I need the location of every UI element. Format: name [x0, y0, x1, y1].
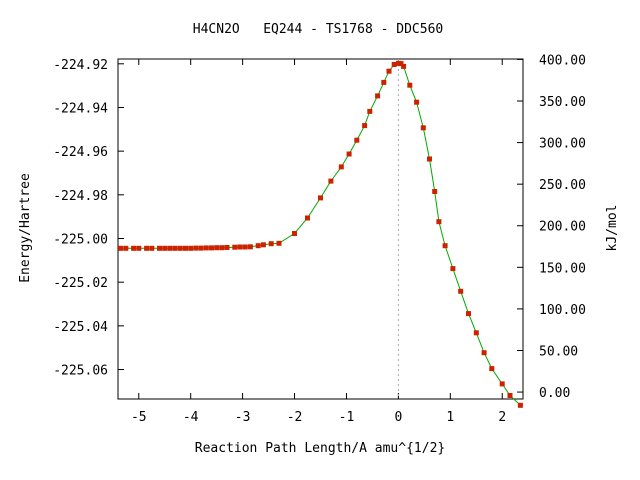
data-point	[381, 79, 387, 85]
y-tick-label: -225.00	[53, 232, 108, 247]
y-axis-ticks: -224.92 -224.94 -224.96 -224.98 -225.00 -225.…	[53, 58, 124, 379]
data-point	[401, 63, 407, 69]
data-point	[427, 156, 432, 162]
data-point	[260, 242, 266, 248]
y2-axis-label: kJ/mol	[605, 205, 620, 252]
y2-tick-label: 150.00	[539, 261, 586, 276]
energy-curve	[120, 62, 521, 406]
data-point	[198, 245, 204, 251]
data-point	[517, 402, 523, 408]
data-point	[489, 366, 495, 372]
data-point	[328, 178, 334, 184]
data-point	[499, 381, 505, 387]
y2-tick-label: 400.00	[539, 53, 586, 68]
data-point	[136, 245, 142, 251]
data-point	[232, 244, 238, 250]
data-point	[338, 164, 344, 170]
data-point	[214, 245, 220, 251]
x-tick-label: 0	[394, 410, 402, 425]
data-point	[375, 93, 381, 99]
data-point	[346, 151, 352, 157]
x-tick-label: -5	[131, 410, 147, 425]
data-point	[209, 245, 214, 251]
y-tick-label: -225.04	[53, 320, 108, 335]
data-point	[149, 245, 155, 251]
data-point	[367, 108, 373, 114]
x-tick-label: 2	[498, 410, 506, 425]
data-point	[177, 245, 183, 251]
data-point	[391, 62, 397, 67]
y-tick-label: -224.98	[53, 189, 108, 204]
chart-title: H4CN2O EQ244 - TS1768 - DDC560	[193, 22, 443, 37]
data-point	[398, 61, 404, 67]
y-tick-label: -224.96	[53, 145, 108, 160]
data-point	[247, 244, 253, 250]
y2-tick-label: 250.00	[539, 178, 586, 193]
y2-tick-label: 100.00	[539, 303, 586, 318]
data-point	[420, 125, 426, 131]
data-point	[386, 68, 392, 74]
data-point	[144, 245, 150, 251]
y2-tick-label: 200.00	[539, 220, 586, 235]
x-tick-label: -4	[183, 410, 199, 425]
y2-tick-label: 300.00	[539, 137, 586, 152]
data-point	[224, 245, 230, 250]
data-point	[395, 60, 401, 66]
y-axis-label: Energy/Hartree	[18, 173, 33, 283]
data-point	[268, 241, 274, 247]
data-point	[442, 243, 448, 249]
y-tick-label: -225.02	[53, 276, 108, 291]
y-tick-label: -225.06	[53, 364, 108, 379]
energy-series	[118, 60, 523, 408]
y2-tick-label: 350.00	[539, 95, 586, 110]
data-point	[219, 245, 225, 251]
data-point	[450, 266, 456, 272]
x-axis-label: Reaction Path Length/A amu^{1/2}	[195, 441, 445, 456]
y-tick-label: -224.92	[53, 58, 108, 73]
data-point	[473, 330, 479, 336]
data-point	[305, 215, 310, 221]
data-point	[183, 245, 188, 251]
data-point	[407, 82, 413, 88]
data-point	[318, 195, 323, 201]
x-tick-label: -3	[235, 410, 251, 425]
data-point	[255, 243, 261, 249]
x-tick-label: 1	[446, 410, 454, 425]
data-point	[507, 393, 513, 398]
data-point	[481, 350, 487, 356]
data-point	[354, 137, 360, 143]
data-point	[118, 245, 124, 251]
data-point	[237, 244, 243, 250]
data-point	[466, 311, 471, 317]
data-point	[172, 245, 178, 251]
y-tick-label: -224.94	[53, 101, 108, 116]
data-point	[203, 245, 209, 251]
y2-axis-ticks: 0.00 50.00 100.00 150.00 200.00 250.00 300.00 3…	[517, 53, 586, 401]
data-point	[123, 245, 129, 251]
data-point	[157, 245, 162, 251]
data-point	[362, 123, 368, 129]
data-point	[458, 288, 464, 294]
y2-tick-label: 50.00	[539, 344, 578, 359]
data-point	[131, 245, 137, 251]
data-point	[162, 245, 168, 251]
x-tick-label: -1	[339, 410, 355, 425]
data-point	[242, 244, 248, 250]
data-point	[292, 231, 297, 236]
data-point	[436, 219, 442, 225]
x-axis-ticks: -5 -4 -3 -2 -1 0 1 2	[131, 59, 506, 425]
x-tick-label: -2	[287, 410, 303, 425]
y2-tick-label: 0.00	[539, 386, 570, 401]
plot-frame	[117, 58, 524, 400]
data-point	[432, 189, 438, 194]
data-point	[167, 245, 173, 251]
data-point	[193, 245, 199, 251]
data-point	[414, 99, 420, 105]
data-point	[276, 240, 282, 246]
data-point	[188, 245, 194, 251]
